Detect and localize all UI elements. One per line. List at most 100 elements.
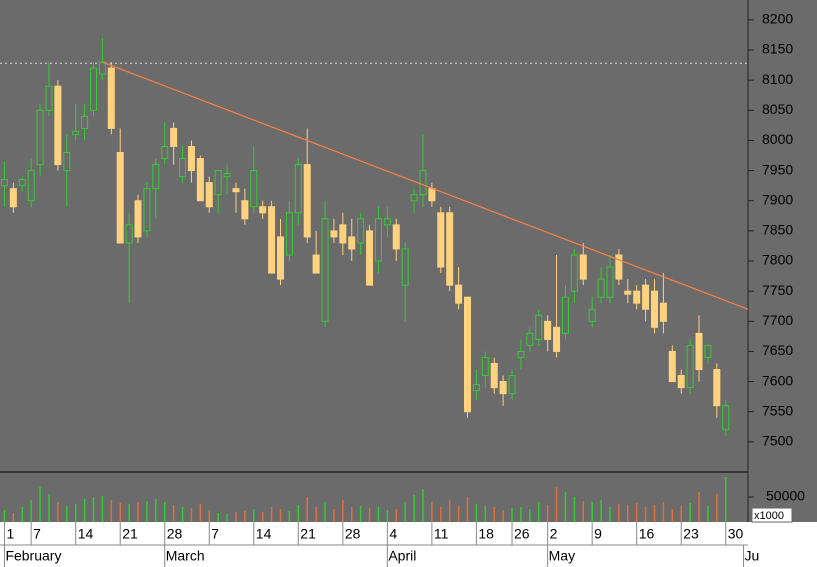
candle-body [570,254,578,292]
volume-bar [306,497,308,522]
volume-bar [653,505,656,522]
volume-bar [520,507,522,522]
candle-body [517,350,525,358]
x-tick-label: 14 [256,526,272,542]
candle-body [98,61,106,75]
candle-body [125,224,133,244]
volume-bar [493,507,495,522]
volume-bar [279,509,282,522]
volume-bar [288,511,291,522]
candle-body [63,152,71,172]
candle-body [36,109,44,166]
y-tick-label: 7900 [762,191,793,207]
volume-bar [315,507,317,522]
x-tick-label: 14 [78,526,94,542]
y-tick-label: 7750 [762,282,793,298]
volume-bar [155,499,157,522]
candle-body [633,290,641,304]
candle-body [455,284,463,304]
y-tick-label: 8150 [762,41,793,57]
candle-body [713,369,721,407]
y-tick-label: 8000 [762,131,793,147]
candle-body [446,212,454,286]
x-tick-label: 7 [33,526,41,542]
candle-body [410,194,418,202]
volume-bar [404,502,406,522]
volume-bar [671,509,674,522]
candle-body [161,145,169,160]
y-tick-label: 7500 [762,433,793,449]
candle-body [651,290,658,328]
candle-body [241,200,249,220]
candle-body [686,344,694,389]
candle-body [27,170,35,202]
volume-bar [680,506,682,522]
candle-body [401,248,409,286]
month-label: February [5,548,61,564]
candle-body [695,332,703,371]
volume-bar [368,508,371,522]
candle-body [268,206,276,274]
volume-bar [431,502,433,522]
candle-body [588,308,596,322]
candle-body [116,152,124,244]
volume-bar [448,500,451,522]
volume-bar [137,502,139,522]
volume-tick-label: 50000 [766,488,805,504]
candle-body [294,164,302,214]
volume-bar [172,505,175,522]
y-tick-label: 7950 [762,161,793,177]
volume-bar [475,504,478,522]
volume-bar [163,502,166,522]
candle-body [339,224,347,244]
volume-bar [698,492,700,522]
candle-body [624,290,632,295]
volume-bar [395,509,398,522]
candle-body [9,188,17,208]
volume-bar [662,502,665,522]
candle-body [330,230,338,238]
volume-bar [546,505,549,522]
volume-bar [146,501,148,522]
candle-body [205,182,213,208]
candle-body [45,85,53,111]
candle-body [54,85,62,166]
x-tick-label: 18 [478,526,494,542]
volume-bar [181,507,184,522]
candle-body [285,212,293,256]
y-tick-label: 7850 [762,222,793,238]
candle-body [499,381,507,395]
y-tick-label: 8050 [762,101,793,117]
candle-body [606,266,614,298]
volume-bar [582,501,585,522]
volume-unit: x1000 [754,510,784,522]
candle-body [143,188,151,232]
volume-bar [30,500,32,522]
volume-bar [422,489,424,522]
volume-bar [689,503,691,522]
volume-bar [618,504,620,522]
y-tick-label: 7650 [762,342,793,358]
candle-body [259,206,267,214]
candle-body [223,173,231,178]
candle-body [312,254,320,274]
x-tick-label: 1 [6,526,14,542]
volume-bar [39,487,41,522]
x-tick-label: 4 [389,526,397,542]
candle-body [642,284,650,310]
volume-bar [359,506,362,522]
candle-body [107,67,115,129]
candle-body [544,320,552,340]
volume-bar [57,502,59,522]
candle-body [668,350,676,383]
volume-bar [537,502,540,522]
volume-bar [466,497,469,522]
volume-bar [484,506,487,522]
volume-bar [573,497,576,522]
candle-body [535,314,543,340]
trendline [102,61,749,310]
candle-body [72,130,80,135]
candle-body [561,296,569,334]
candle-body [187,145,195,172]
